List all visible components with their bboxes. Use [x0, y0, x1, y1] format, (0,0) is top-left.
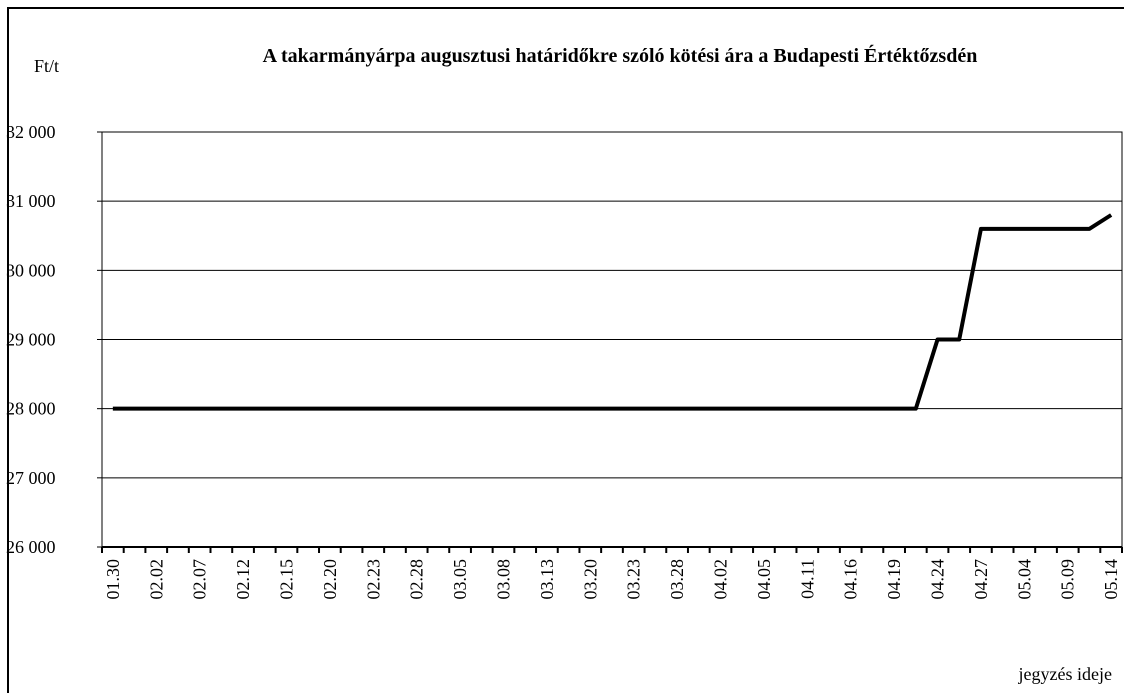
x-axis-label: jegyzés ideje: [1018, 664, 1112, 684]
y-tick-label: 32 000: [6, 122, 56, 142]
x-tick-label: 03.13: [537, 559, 557, 600]
x-tick-label: 01.30: [103, 559, 123, 600]
x-tick-label: 04.02: [711, 559, 731, 600]
x-tick-label: 04.11: [797, 559, 817, 599]
x-tick-label: 02.23: [363, 559, 383, 600]
x-tick-label: 04.19: [884, 559, 904, 600]
x-tick-label: 02.07: [190, 559, 210, 600]
x-tick-label: 03.28: [667, 559, 687, 600]
y-axis-label: Ft/t: [34, 56, 59, 76]
chart-frame: [7, 7, 1124, 693]
x-tick-label: 03.05: [450, 559, 470, 600]
x-tick-label: 02.28: [407, 559, 427, 600]
x-tick-label: 04.24: [928, 559, 948, 600]
x-tick-label: 05.14: [1101, 559, 1121, 600]
y-tick-label: 31 000: [6, 191, 56, 211]
x-tick-label: 02.12: [233, 559, 253, 600]
x-tick-label: 02.15: [276, 559, 296, 600]
x-tick-label: 03.23: [624, 559, 644, 600]
x-tick-label: 04.05: [754, 559, 774, 600]
line-series: [112, 213, 1113, 411]
x-tick-label: 05.09: [1058, 559, 1078, 600]
y-tick-label: 28 000: [6, 399, 56, 419]
x-tick-label: 02.02: [146, 559, 166, 600]
y-tick-label: 27 000: [6, 468, 56, 488]
x-tick-label: 02.20: [320, 559, 340, 600]
x-tick-label: 03.08: [493, 559, 513, 600]
x-tick-label: 04.16: [841, 559, 861, 600]
y-tick-label: 26 000: [6, 537, 56, 557]
y-tick-label: 29 000: [6, 330, 56, 350]
x-tick-label: 03.20: [580, 559, 600, 600]
x-tick-label: 04.27: [971, 559, 991, 600]
y-tick-label: 30 000: [6, 260, 56, 280]
x-tick-label: 05.04: [1014, 559, 1034, 600]
chart-title: A takarmányárpa augusztusi határidőkre s…: [262, 45, 978, 67]
